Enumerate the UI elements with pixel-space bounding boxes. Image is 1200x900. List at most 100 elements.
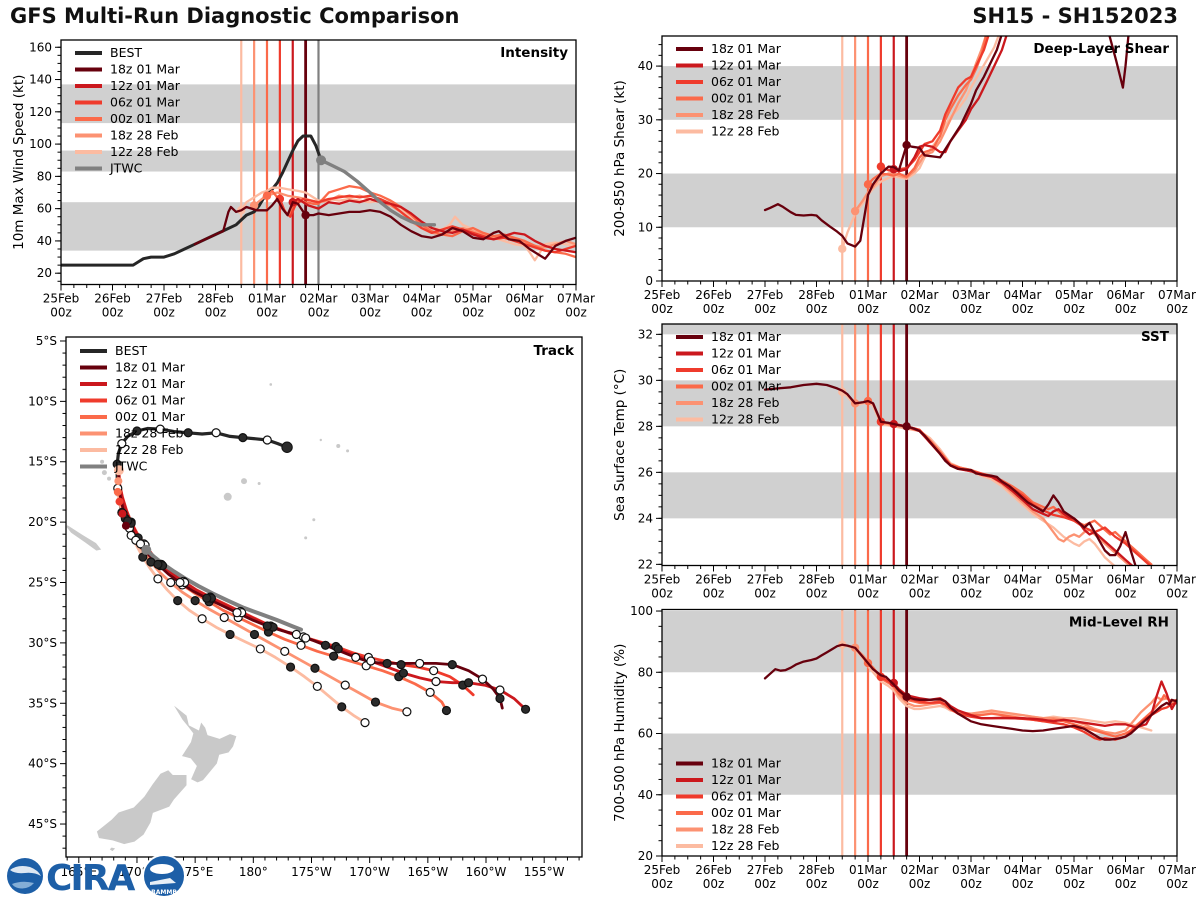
track-point <box>183 428 193 438</box>
x-tick-sublabel: 00z <box>960 302 982 316</box>
y-axis: 20 40 60 80 100 <box>630 604 662 863</box>
x-tick-sublabel: 00z <box>909 877 931 891</box>
x-tick-sublabel: 00z <box>960 877 982 891</box>
x-tick-label: 06Mar <box>1107 863 1145 877</box>
x-tick-sublabel: 00z <box>909 587 931 601</box>
legend-label-m06z01: 06z 01 Mar <box>711 789 782 804</box>
y-axis-title: 700-500 hPa Humidity (%) <box>612 644 628 822</box>
island <box>319 438 323 442</box>
x-tick-sublabel: 00z <box>1166 302 1188 316</box>
y-tick-label: 28 <box>638 419 653 433</box>
init-dot-m18z28 <box>249 201 259 210</box>
x-tick-sublabel: 00z <box>1115 302 1137 316</box>
panel-track: 165°E 170°E 175°E 180° 175°W 170°W 165°W 160°W 1… <box>28 334 583 879</box>
x-tick-label: 02Mar <box>901 573 939 587</box>
x-tick-sublabel: 00z <box>411 306 433 320</box>
track-point <box>337 702 347 712</box>
x-tick-label: 03Mar <box>351 292 389 306</box>
y-tick-label: 45°S <box>28 817 57 831</box>
track-point <box>262 435 272 445</box>
x-tick-label: 03Mar <box>952 288 990 302</box>
track-point <box>166 577 176 588</box>
y-tick-label: 30 <box>638 373 653 387</box>
x-tick-label: 01Mar <box>849 863 887 877</box>
legend-label-m18z01: 18z 01 Mar <box>711 756 782 771</box>
init-dot-m18z01 <box>902 692 911 701</box>
y-tick-label: 80 <box>638 665 653 679</box>
track-point <box>312 681 322 691</box>
legend-label-m00z01: 00z 01 Mar <box>711 379 782 394</box>
legend-label-m18z28: 18z 28 Feb <box>711 822 780 837</box>
x-tick-sublabel: 00z <box>806 302 828 316</box>
track-point <box>441 705 452 716</box>
track-point <box>463 678 474 688</box>
y-tick-label: 10°S <box>28 394 57 408</box>
x-tick-label: 01Mar <box>849 573 887 587</box>
landmass <box>108 846 117 853</box>
init-dot-m18z01 <box>902 422 911 431</box>
x-tick-sublabel: 00z <box>857 302 879 316</box>
track-point <box>280 646 290 656</box>
track-point <box>429 666 439 676</box>
map-init-dot-m18z28 <box>114 477 123 486</box>
x-tick-sublabel: 00z <box>703 302 725 316</box>
y-tick-label: 35°S <box>28 696 57 710</box>
island <box>223 492 232 501</box>
x-tick-label: 01Mar <box>248 292 286 306</box>
x-tick-sublabel: 00z <box>1063 587 1085 601</box>
x-tick-label: 01Mar <box>849 288 887 302</box>
x-tick-label: 04Mar <box>1004 573 1042 587</box>
x-tick-sublabel: 00z <box>1063 302 1085 316</box>
track-point <box>285 662 296 672</box>
track-point <box>351 652 361 662</box>
y-tick-label: 32 <box>638 327 653 341</box>
x-tick-label: 26Feb <box>695 863 732 877</box>
x-tick-sublabel: 00z <box>703 587 725 601</box>
island <box>101 470 107 476</box>
x-tick-sublabel: 00z <box>806 587 828 601</box>
init-dot-m00z01 <box>863 180 873 189</box>
x-tick-label: 27Feb <box>146 292 183 306</box>
x-tick-sublabel: 00z <box>1012 877 1034 891</box>
island <box>304 536 308 540</box>
track-m18z01 <box>117 468 504 710</box>
x-axis: 25Feb00z26Feb00z27Feb00z28Feb00z01Mar00z… <box>43 284 595 320</box>
track-point <box>238 432 248 443</box>
x-tick-sublabel: 00z <box>1166 877 1188 891</box>
legend-label-m06z01: 06z 01 Mar <box>711 74 782 89</box>
category-band <box>662 324 1177 335</box>
island <box>346 449 350 453</box>
x-tick-sublabel: 00z <box>1115 877 1137 891</box>
x-tick-label: 28Feb <box>798 288 835 302</box>
init-dot-jtwc <box>316 155 327 166</box>
legend-label-m00z01: 00z 01 Mar <box>711 805 782 820</box>
x-tick-sublabel: 00z <box>50 306 72 320</box>
x-tick-sublabel: 00z <box>754 877 776 891</box>
y-tick-label: 25°S <box>28 576 57 590</box>
x-tick-label: 175°W <box>291 865 332 879</box>
series-jtwc <box>319 158 437 227</box>
legend-label-m18z28: 18z 28 Feb <box>110 128 179 143</box>
x-tick-sublabel: 00z <box>308 306 330 320</box>
island <box>312 518 316 522</box>
panel-rh: 25Feb00z26Feb00z27Feb00z28Feb00z01Mar00z… <box>612 604 1196 891</box>
init-dot-jtwc <box>141 544 152 555</box>
plot-area <box>662 609 1177 856</box>
legend-label-m18z01: 18z 01 Mar <box>115 360 186 375</box>
panel-intensity: 25Feb00z26Feb00z27Feb00z28Feb00z01Mar00z… <box>11 39 595 320</box>
track-point <box>211 428 221 438</box>
y-tick-label: 60 <box>37 202 52 216</box>
rammb-label: RAMMB <box>151 889 177 896</box>
panel-title: Mid-Level RH <box>1069 615 1169 631</box>
init-dot-m00z01 <box>262 191 272 200</box>
x-tick-label: 26Feb <box>695 573 732 587</box>
x-tick-label: 02Mar <box>901 863 939 877</box>
y-tick-label: 30°S <box>28 636 57 650</box>
y-tick-label: 30 <box>638 113 653 127</box>
y-tick-label: 10 <box>638 220 653 234</box>
track-point <box>190 596 200 606</box>
